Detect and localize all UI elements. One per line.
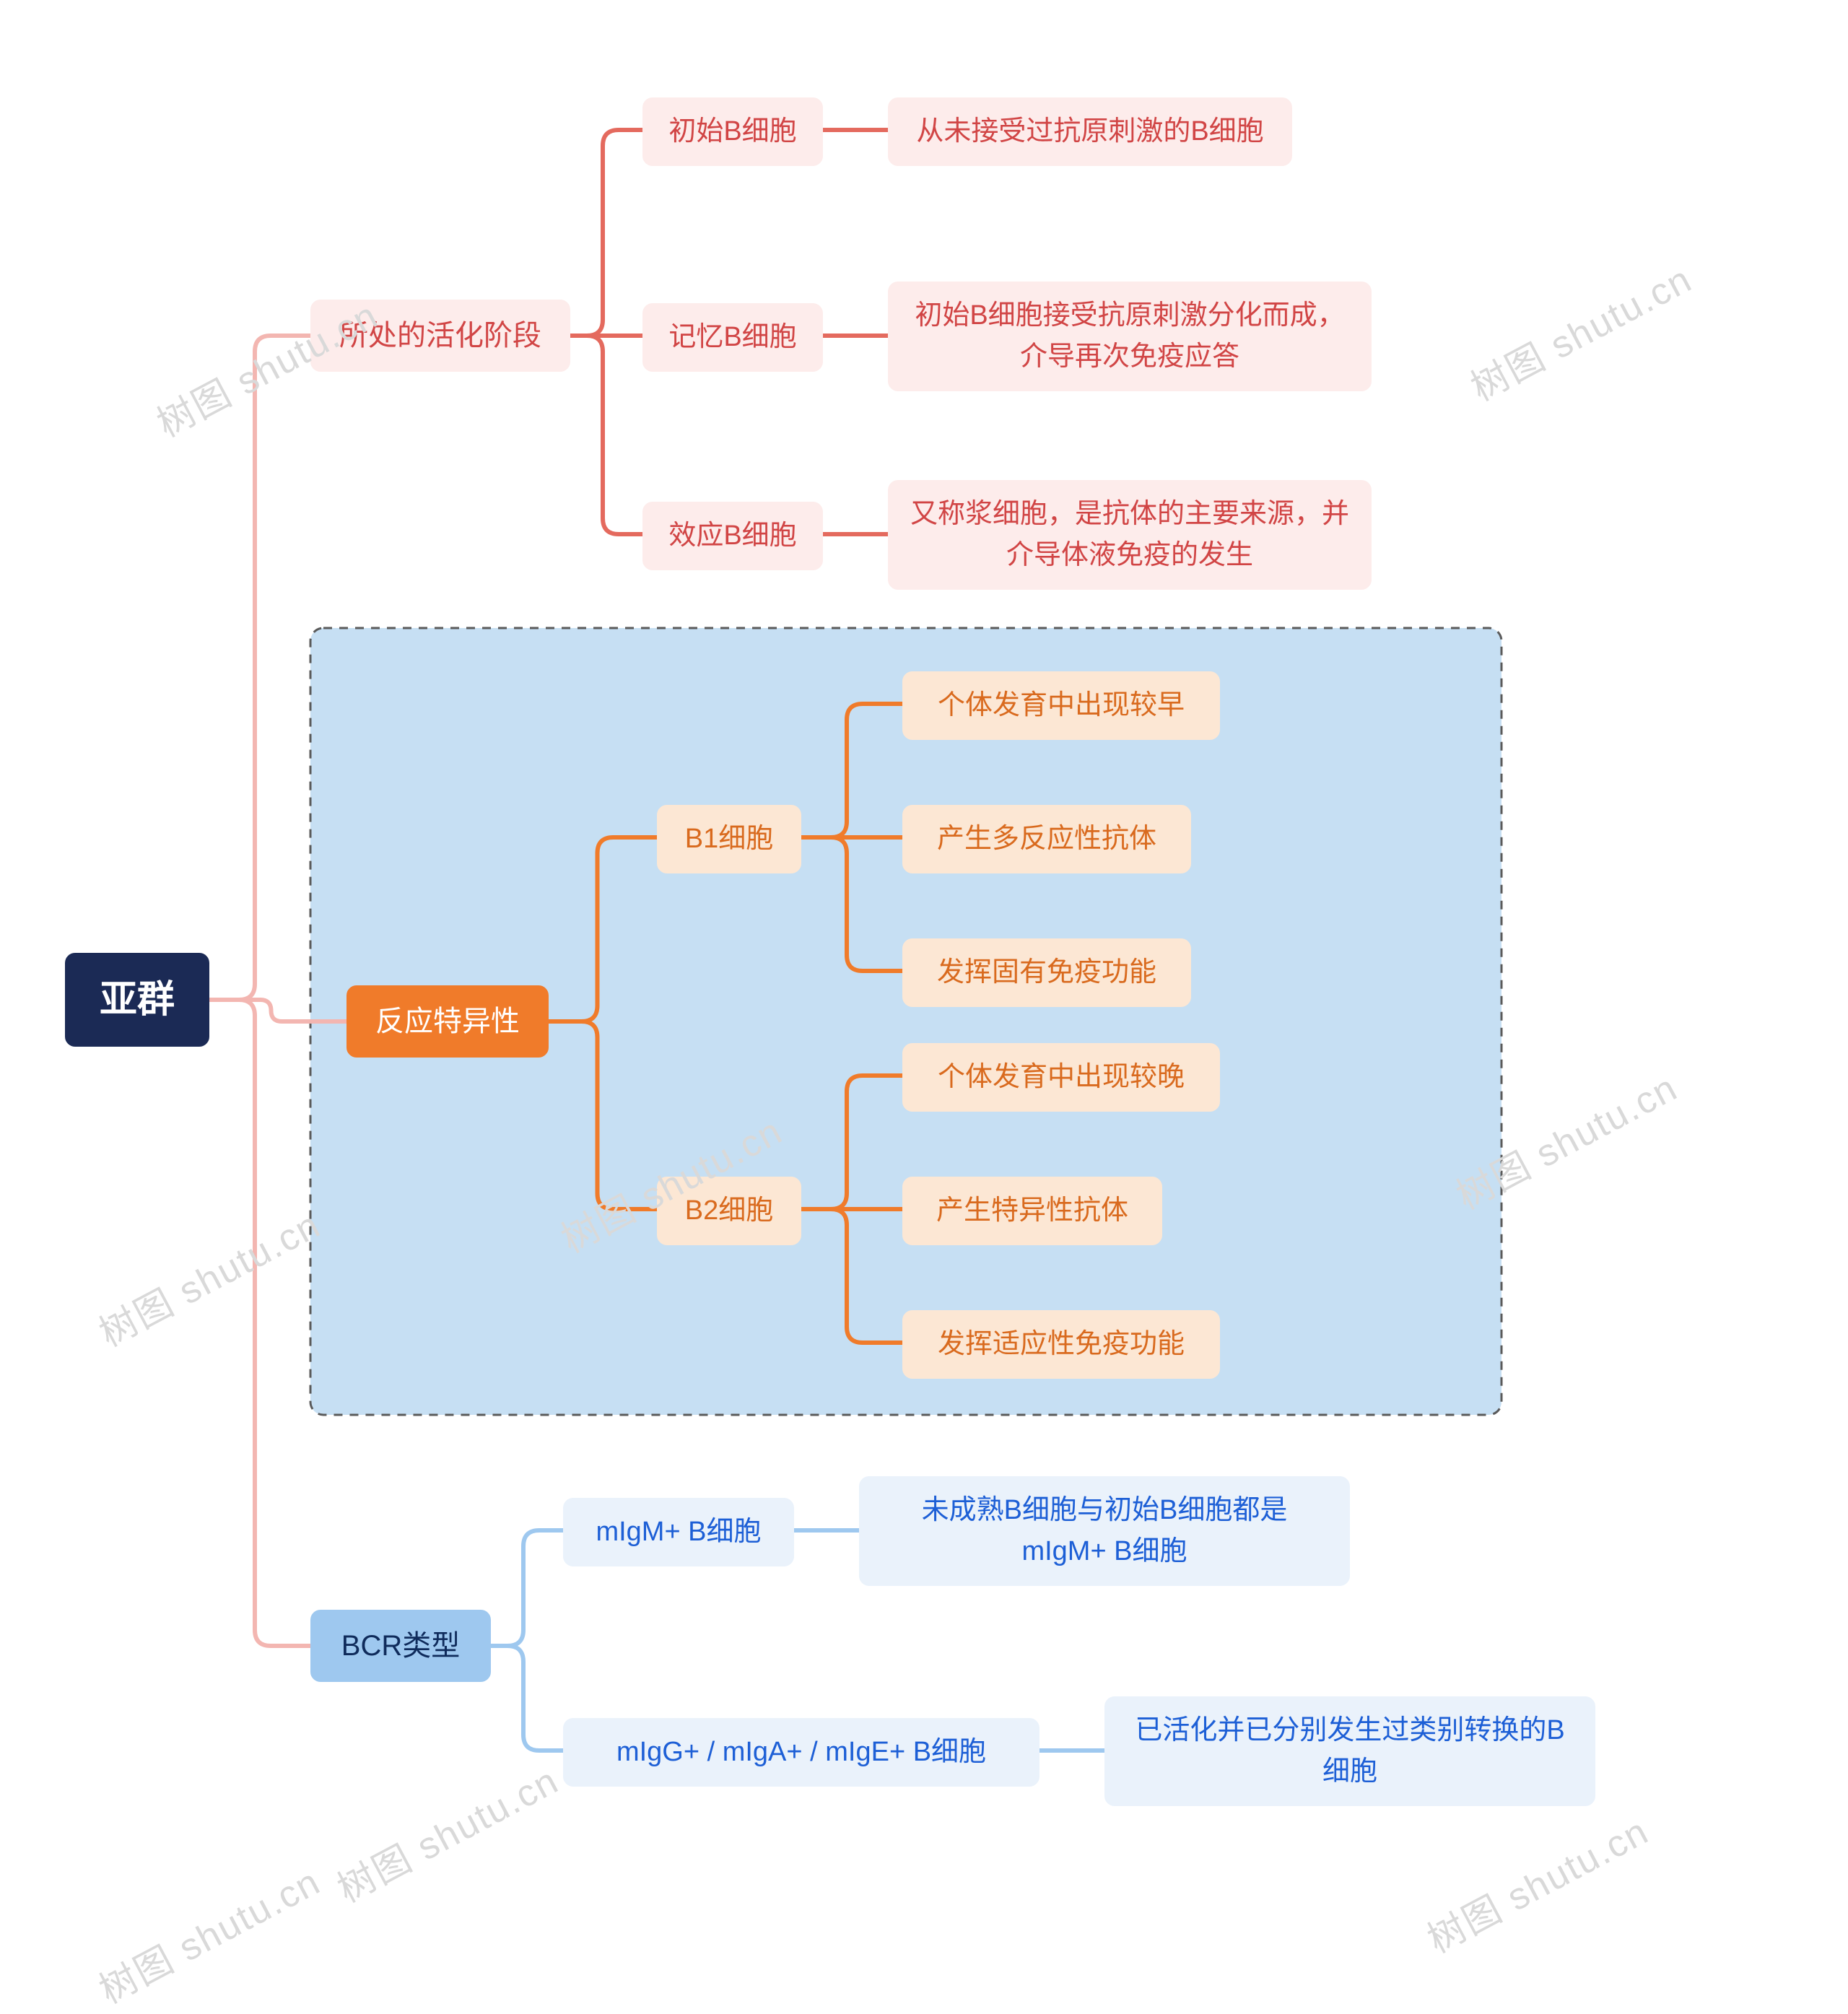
- watermark: 树图 shutu.cn: [88, 1852, 328, 2013]
- mindmap-canvas: 亚群 所处的活化阶段 初始B细胞从未接受过抗原刺激的B细胞记忆B细胞初始B细胞接受抗…: [0, 0, 1848, 1959]
- node-b1_3d[interactable]: 又称浆细胞，是抗体的主要来源，并介导体液免疫的发生: [888, 480, 1372, 590]
- watermark: 树图 shutu.cn: [326, 1751, 567, 1912]
- node-b2_2c[interactable]: 发挥适应性免疫功能: [902, 1310, 1220, 1379]
- node-b1_2d[interactable]: 初始B细胞接受抗原刺激分化而成，介导再次免疫应答: [888, 282, 1372, 391]
- watermark: 树图 shutu.cn: [1416, 1801, 1657, 1963]
- node-b1_3[interactable]: 效应B细胞: [642, 502, 823, 570]
- node-b3[interactable]: BCR类型: [310, 1610, 491, 1682]
- watermark: 树图 shutu.cn: [1445, 1058, 1686, 1219]
- watermark: 树图 shutu.cn: [88, 1195, 328, 1356]
- node-b2_2a[interactable]: 个体发育中出现较晚: [902, 1043, 1220, 1112]
- node-root[interactable]: 亚群: [65, 953, 209, 1047]
- node-b2_1[interactable]: B1细胞: [657, 805, 801, 873]
- watermark: 树图 shutu.cn: [1460, 249, 1700, 411]
- node-b1_1d[interactable]: 从未接受过抗原刺激的B细胞: [888, 97, 1292, 166]
- node-b3_1[interactable]: mIgM+ B细胞: [563, 1498, 794, 1566]
- node-b2_2b[interactable]: 产生特异性抗体: [902, 1177, 1162, 1245]
- node-b1_2[interactable]: 记忆B细胞: [642, 303, 823, 372]
- node-b2_1c[interactable]: 发挥固有免疫功能: [902, 938, 1191, 1007]
- node-b2_1a[interactable]: 个体发育中出现较早: [902, 671, 1220, 740]
- node-b2[interactable]: 反应特异性: [346, 985, 549, 1058]
- node-b3_2d[interactable]: 已活化并已分别发生过类别转换的B细胞: [1104, 1696, 1595, 1806]
- node-b3_1d[interactable]: 未成熟B细胞与初始B细胞都是mIgM+ B细胞: [859, 1476, 1350, 1586]
- node-b3_2[interactable]: mIgG+ / mIgA+ / mIgE+ B细胞: [563, 1718, 1040, 1787]
- node-b1_1[interactable]: 初始B细胞: [642, 97, 823, 166]
- node-b2_1b[interactable]: 产生多反应性抗体: [902, 805, 1191, 873]
- node-b2_2[interactable]: B2细胞: [657, 1177, 801, 1245]
- node-b1[interactable]: 所处的活化阶段: [310, 300, 570, 372]
